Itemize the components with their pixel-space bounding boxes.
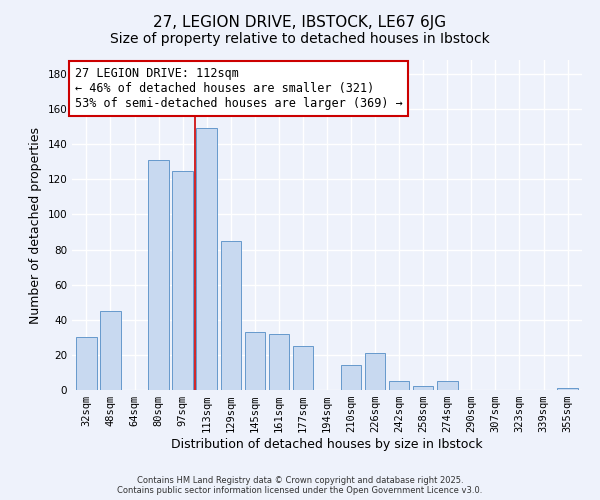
- Bar: [221, 241, 241, 390]
- Bar: [172, 170, 193, 390]
- Bar: [293, 346, 313, 390]
- Y-axis label: Number of detached properties: Number of detached properties: [29, 126, 42, 324]
- Bar: [341, 366, 361, 390]
- Bar: [76, 338, 97, 390]
- Bar: [245, 332, 265, 390]
- Bar: [196, 128, 217, 390]
- Bar: [148, 160, 169, 390]
- Bar: [100, 311, 121, 390]
- Text: Size of property relative to detached houses in Ibstock: Size of property relative to detached ho…: [110, 32, 490, 46]
- Text: Contains HM Land Registry data © Crown copyright and database right 2025.
Contai: Contains HM Land Registry data © Crown c…: [118, 476, 482, 495]
- Bar: [389, 381, 409, 390]
- Bar: [413, 386, 433, 390]
- Bar: [365, 353, 385, 390]
- Text: 27, LEGION DRIVE, IBSTOCK, LE67 6JG: 27, LEGION DRIVE, IBSTOCK, LE67 6JG: [154, 15, 446, 30]
- Bar: [269, 334, 289, 390]
- Bar: [557, 388, 578, 390]
- Text: 27 LEGION DRIVE: 112sqm
← 46% of detached houses are smaller (321)
53% of semi-d: 27 LEGION DRIVE: 112sqm ← 46% of detache…: [74, 66, 403, 110]
- Bar: [437, 381, 458, 390]
- X-axis label: Distribution of detached houses by size in Ibstock: Distribution of detached houses by size …: [171, 438, 483, 451]
